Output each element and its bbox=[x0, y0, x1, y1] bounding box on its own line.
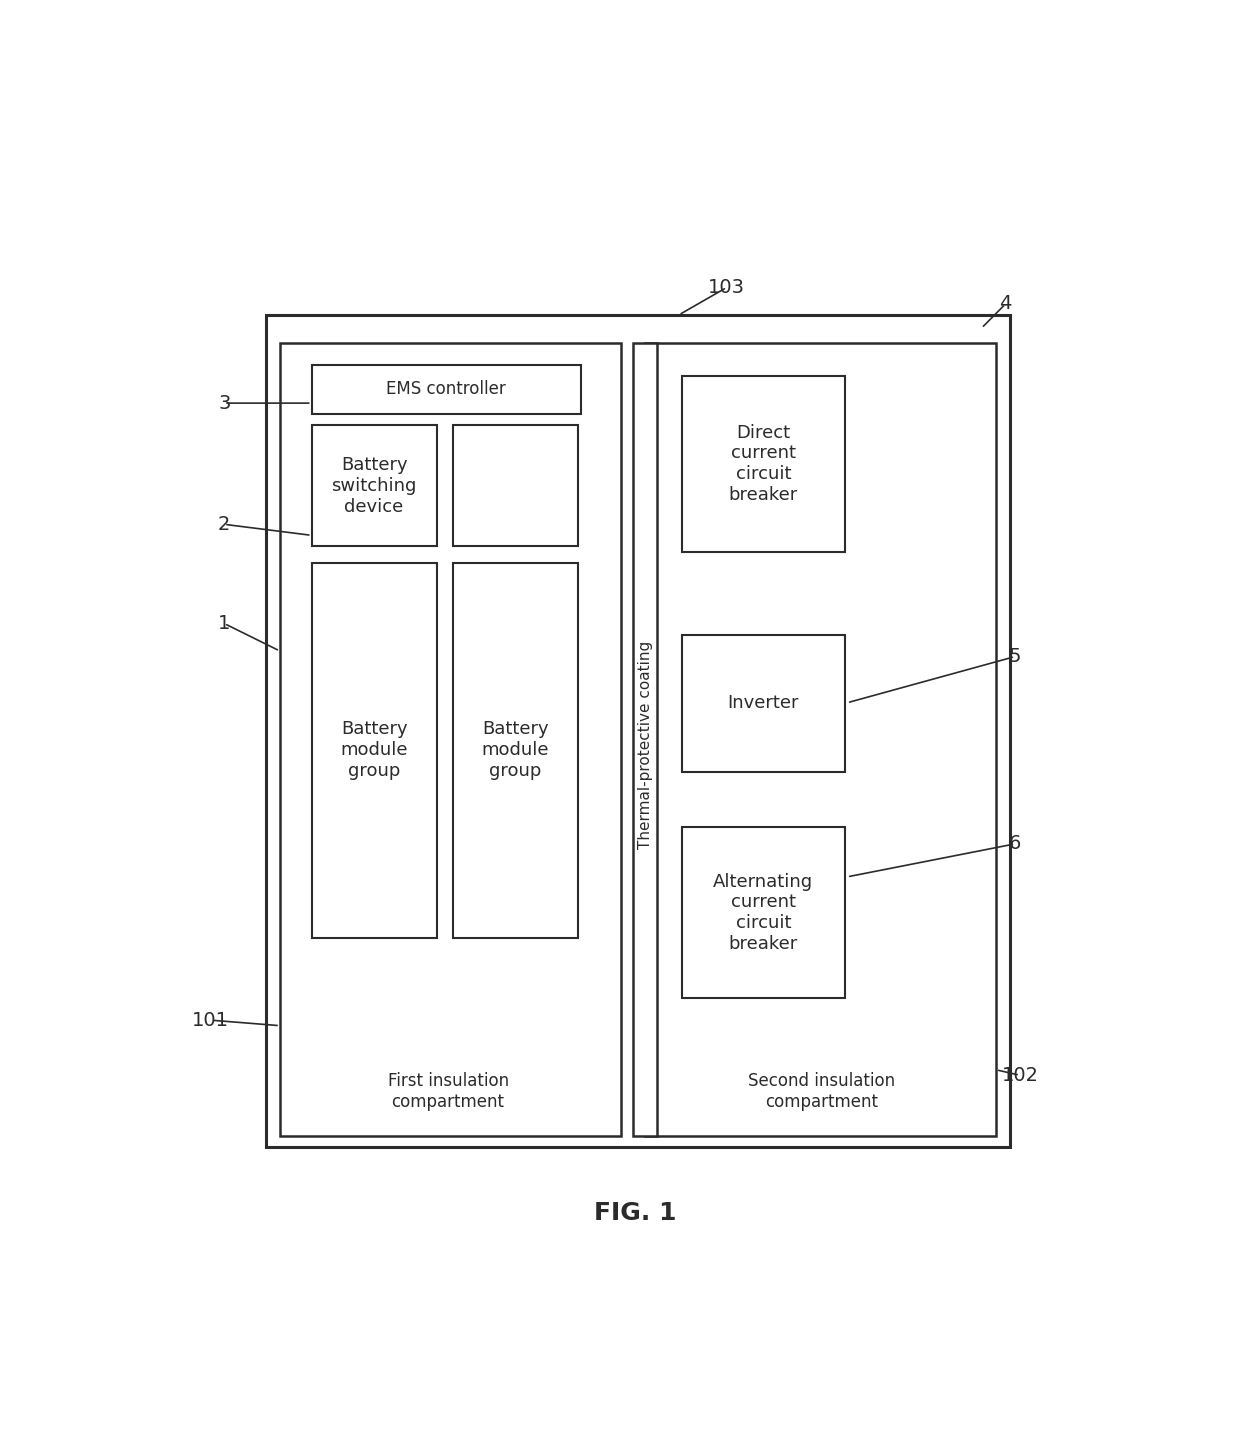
Bar bbox=[453, 562, 578, 937]
Bar bbox=[632, 342, 657, 1136]
Text: Battery
switching
device: Battery switching device bbox=[331, 456, 417, 515]
Text: Thermal-protective coating: Thermal-protective coating bbox=[637, 641, 652, 849]
Text: 2: 2 bbox=[218, 515, 231, 534]
Text: 6: 6 bbox=[1009, 834, 1022, 853]
Bar bbox=[682, 634, 844, 773]
Text: Battery
module
group: Battery module group bbox=[340, 720, 408, 780]
Text: 103: 103 bbox=[708, 278, 745, 296]
Text: 101: 101 bbox=[192, 1010, 229, 1030]
Text: Direct
current
circuit
breaker: Direct current circuit breaker bbox=[729, 424, 797, 504]
Text: First insulation
compartment: First insulation compartment bbox=[388, 1072, 508, 1112]
Text: Inverter: Inverter bbox=[728, 694, 799, 713]
Text: 1: 1 bbox=[218, 614, 231, 633]
Text: 5: 5 bbox=[1009, 647, 1022, 665]
Bar bbox=[311, 425, 436, 547]
Bar bbox=[682, 827, 844, 999]
Text: Alternating
current
circuit
breaker: Alternating current circuit breaker bbox=[713, 873, 813, 953]
Bar bbox=[453, 425, 578, 547]
Text: 3: 3 bbox=[218, 394, 231, 412]
Text: EMS controller: EMS controller bbox=[387, 381, 506, 398]
Text: Second insulation
compartment: Second insulation compartment bbox=[749, 1072, 895, 1112]
Bar bbox=[280, 342, 621, 1136]
Bar bbox=[265, 315, 1011, 1146]
Text: 102: 102 bbox=[1002, 1066, 1038, 1085]
Text: FIG. 1: FIG. 1 bbox=[594, 1201, 677, 1225]
Text: 4: 4 bbox=[999, 295, 1012, 313]
Bar bbox=[682, 375, 844, 552]
Bar bbox=[311, 365, 580, 414]
Bar bbox=[645, 342, 996, 1136]
Text: Battery
module
group: Battery module group bbox=[481, 720, 549, 780]
Bar bbox=[311, 562, 436, 937]
